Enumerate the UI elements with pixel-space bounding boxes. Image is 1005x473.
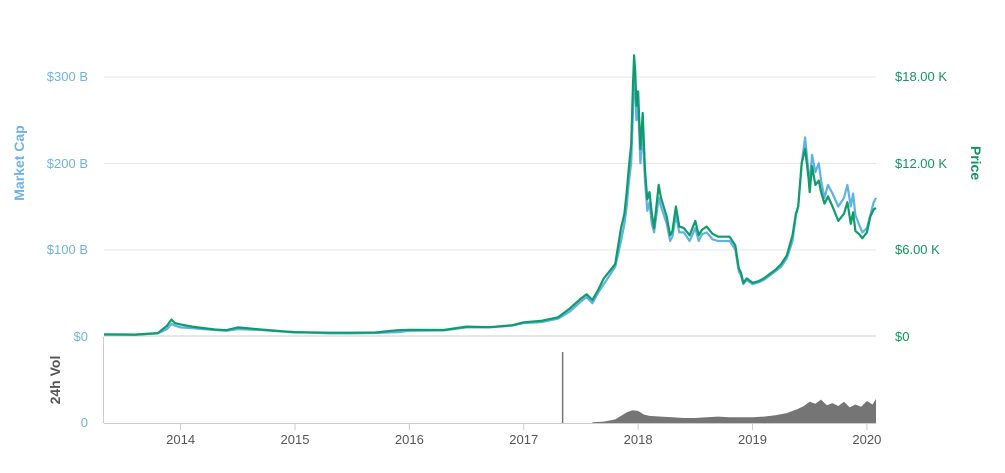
x-tick-label: 2020 bbox=[852, 432, 881, 447]
x-tick-label: 2014 bbox=[166, 432, 195, 447]
left-tick-label: $300 B bbox=[47, 69, 88, 84]
grid-lines bbox=[104, 76, 876, 337]
x-tick-label: 2018 bbox=[624, 432, 653, 447]
left-tick-label: $0 bbox=[74, 329, 88, 344]
right-tick-label: $18.00 K bbox=[895, 69, 947, 84]
right-tick-label: $6.00 K bbox=[895, 242, 940, 257]
x-tick-label: 2016 bbox=[395, 432, 424, 447]
left-axis: $300 B $200 B $100 B $0 Market Cap bbox=[11, 69, 88, 344]
x-tick-label: 2019 bbox=[738, 432, 767, 447]
x-tick-label: 2017 bbox=[509, 432, 538, 447]
left-axis-title: Market Cap bbox=[11, 125, 27, 200]
volume-area bbox=[592, 398, 876, 423]
volume-tick-label: 0 bbox=[81, 415, 88, 430]
volume-panel: 0 24h Vol bbox=[47, 337, 876, 430]
volume-axis-title: 24h Vol bbox=[47, 356, 63, 405]
right-tick-label: $0 bbox=[895, 329, 909, 344]
right-tick-label: $12.00 K bbox=[895, 156, 947, 171]
x-tick-label: 2015 bbox=[281, 432, 310, 447]
volume-layer bbox=[561, 352, 876, 423]
price-line bbox=[103, 54, 877, 336]
series-layer bbox=[103, 54, 877, 336]
x-axis: 2014 2015 2016 2017 2018 2019 2020 bbox=[166, 424, 881, 447]
left-tick-label: $100 B bbox=[47, 242, 88, 257]
left-tick-label: $200 B bbox=[47, 156, 88, 171]
market-cap-line bbox=[104, 75, 877, 336]
right-axis-title: Price bbox=[968, 146, 984, 180]
right-axis: $18.00 K $12.00 K $6.00 K $0 Price bbox=[895, 69, 984, 344]
